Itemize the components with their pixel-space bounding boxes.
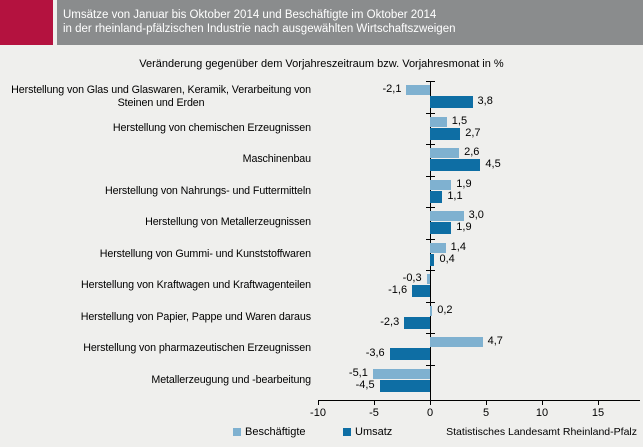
category-label: Herstellung von Papier, Pappe und Waren … — [80, 310, 311, 323]
category-tick — [426, 302, 435, 303]
value-label: 0,2 — [437, 304, 453, 316]
x-axis-tick — [486, 400, 487, 405]
category-label: Herstellung von Nahrungs- und Futtermitt… — [105, 184, 311, 197]
value-label: 2,7 — [465, 127, 481, 139]
x-axis-tick — [374, 400, 375, 405]
category-tick — [426, 207, 435, 208]
agency-logo-mark — [0, 0, 53, 45]
category-tick — [426, 176, 435, 177]
legend-label: Umsatz — [355, 425, 393, 438]
category-label: Herstellung von Kraftwagen und Kraftwage… — [81, 279, 311, 292]
chart-title-line1: Umsätze von Januar bis Oktober 2014 und … — [63, 9, 437, 21]
value-label: 0,4 — [439, 253, 455, 265]
category-label-row: Herstellung von Kraftwagen und Kraftwage… — [0, 270, 311, 302]
category-label-row: Metallerzeugung und -bearbeitung — [0, 365, 311, 397]
category-tick — [426, 113, 435, 114]
category-tick — [426, 144, 435, 145]
category-label: Herstellung von Glas und Glaswaren, Kera… — [11, 83, 311, 109]
source-credit: Statistisches Landesamt Rheinland-Pfalz — [446, 426, 637, 438]
category-label: Herstellung von Gummi- und Kunststoffwar… — [99, 247, 311, 260]
bar-beschaeftigte — [372, 369, 430, 379]
bar-umsatz — [430, 222, 451, 234]
category-label: Herstellung von chemischen Erzeugnissen — [112, 121, 311, 134]
value-label: 3,8 — [477, 95, 493, 107]
x-axis-tick-label: 0 — [426, 407, 434, 419]
category-tick — [426, 239, 435, 240]
category-tick — [426, 81, 435, 82]
category-tick — [426, 270, 435, 271]
bar-beschaeftigte — [430, 117, 447, 127]
value-label: -5,1 — [348, 367, 368, 379]
value-label: 1,9 — [456, 221, 472, 233]
bar-plot-area: -10 -5 0 5 10 15 -2,1 1,5 2,6 1,9 3,0 1,4 -0,3 0,2 4,7… — [310, 81, 640, 419]
bar-beschaeftigte — [430, 148, 459, 158]
zero-baseline — [430, 81, 431, 400]
bar-beschaeftigte — [430, 211, 464, 221]
x-axis-tick — [542, 400, 543, 405]
legend-item-beschaeftigte: Beschäftigte — [233, 425, 306, 438]
category-label-row: Maschinenbau — [0, 144, 311, 176]
x-axis-tick-label: -10 — [310, 407, 326, 419]
x-axis-tick-label: -5 — [369, 407, 379, 419]
bar-beschaeftigte — [430, 306, 432, 316]
bar-umsatz — [430, 191, 442, 203]
chart-header: Umsätze von Januar bis Oktober 2014 und … — [57, 0, 643, 45]
value-label: 4,5 — [485, 158, 501, 170]
x-axis-tick — [430, 400, 431, 405]
value-label: -1,6 — [388, 284, 408, 296]
category-label-row: Herstellung von chemischen Erzeugnissen — [0, 113, 311, 145]
category-label-row: Herstellung von Glas und Glaswaren, Kera… — [0, 81, 311, 113]
chart-subtitle: Veränderung gegenüber dem Vorjahreszeitr… — [139, 58, 504, 70]
value-label: -2,1 — [382, 83, 402, 95]
value-label: -4,5 — [355, 379, 375, 391]
bar-beschaeftigte — [430, 180, 451, 190]
category-label-row: Herstellung von Gummi- und Kunststoffwar… — [0, 239, 311, 271]
x-axis-tick-label: 10 — [535, 407, 549, 419]
x-axis-tick — [318, 400, 319, 405]
bar-umsatz — [430, 254, 434, 266]
value-label: 3,0 — [468, 209, 484, 221]
bar-umsatz — [430, 96, 473, 108]
legend-item-umsatz: Umsatz — [343, 425, 392, 438]
bar-umsatz — [389, 348, 430, 360]
category-label: Herstellung von pharmazeutischen Erzeugn… — [83, 342, 311, 355]
legend-label: Beschäftigte — [245, 425, 306, 438]
category-label-row: Herstellung von pharmazeutischen Erzeugn… — [0, 333, 311, 365]
x-axis-line — [318, 400, 640, 401]
category-label: Herstellung von Metallerzeugnissen — [145, 216, 311, 229]
x-axis-tick-label: 5 — [482, 407, 490, 419]
bar-beschaeftigte — [430, 243, 446, 253]
value-label: 2,6 — [464, 146, 480, 158]
category-label-row: Herstellung von Nahrungs- und Futtermitt… — [0, 176, 311, 208]
category-tick — [426, 365, 435, 366]
value-label: -3,6 — [365, 347, 385, 359]
category-tick — [426, 333, 435, 334]
value-label: 1,9 — [456, 178, 472, 190]
chart-title-line2: in der rheinland-pfälzischen Industrie n… — [63, 23, 456, 35]
x-axis-tick — [598, 400, 599, 405]
bar-umsatz — [430, 159, 480, 171]
bar-umsatz — [404, 317, 431, 329]
x-axis-tick-label: 15 — [591, 407, 605, 419]
value-label: 1,1 — [447, 190, 463, 202]
bar-umsatz — [379, 380, 430, 392]
legend-swatch-icon — [343, 427, 351, 436]
category-label: Maschinenbau — [242, 153, 311, 166]
bar-umsatz — [430, 128, 460, 140]
category-axis-labels: Herstellung von Glas und Glaswaren, Kera… — [0, 81, 311, 396]
value-label: -2,3 — [380, 316, 400, 328]
category-label-row: Herstellung von Metallerzeugnissen — [0, 207, 311, 239]
bar-beschaeftigte — [430, 337, 483, 347]
legend-swatch-icon — [233, 427, 241, 436]
value-label: 1,5 — [451, 115, 468, 127]
bar-beschaeftigte — [426, 274, 430, 284]
category-label-row: Herstellung von Papier, Pappe und Waren … — [0, 302, 311, 334]
value-label: 4,7 — [487, 335, 503, 347]
value-label: -0,3 — [402, 272, 422, 284]
value-label: 1,4 — [450, 241, 466, 253]
category-label: Metallerzeugung und -bearbeitung — [151, 373, 311, 386]
bar-umsatz — [412, 285, 431, 297]
bar-beschaeftigte — [406, 85, 431, 95]
